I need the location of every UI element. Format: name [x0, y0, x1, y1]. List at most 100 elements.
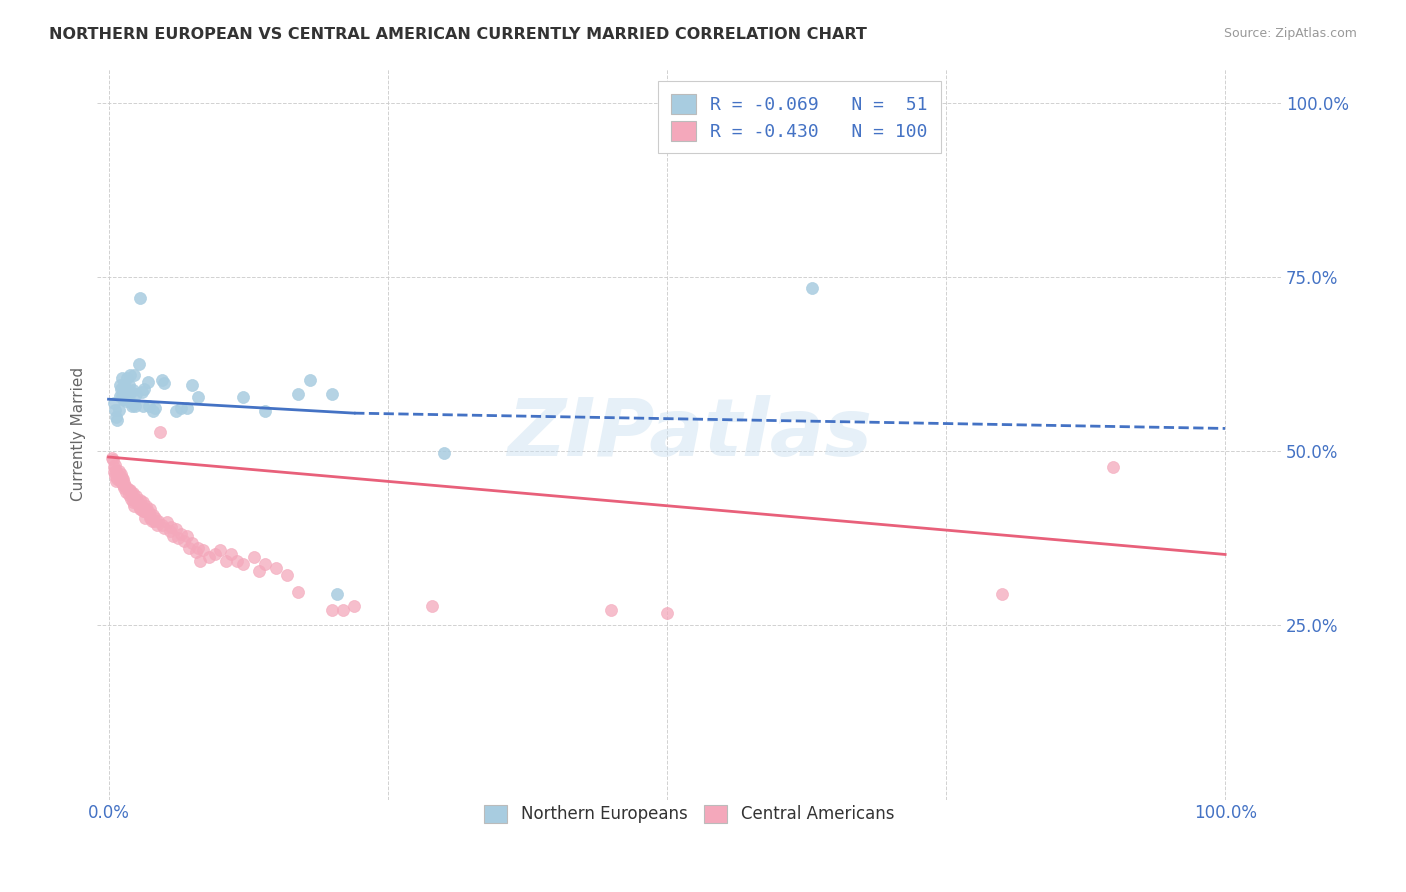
- Point: [132, 503, 155, 517]
- Point: [117, 483, 139, 497]
- Point: [165, 522, 187, 536]
- Point: [193, 543, 215, 558]
- Point: [247, 564, 270, 578]
- Point: [139, 501, 162, 516]
- Point: [132, 399, 155, 413]
- Point: [127, 494, 149, 508]
- Point: [103, 459, 125, 474]
- Point: [170, 526, 193, 541]
- Point: [159, 524, 181, 539]
- Point: [122, 486, 145, 500]
- Point: [128, 493, 150, 508]
- Point: [112, 385, 135, 400]
- Point: [149, 425, 172, 439]
- Point: [118, 368, 141, 382]
- Point: [122, 491, 145, 506]
- Point: [209, 543, 232, 558]
- Point: [121, 399, 143, 413]
- Point: [155, 516, 177, 530]
- Text: NORTHERN EUROPEAN VS CENTRAL AMERICAN CURRENTLY MARRIED CORRELATION CHART: NORTHERN EUROPEAN VS CENTRAL AMERICAN CU…: [49, 27, 868, 42]
- Legend: Northern Europeans, Central Americans: Northern Europeans, Central Americans: [472, 793, 905, 835]
- Point: [122, 499, 145, 513]
- Point: [177, 541, 200, 555]
- Point: [104, 402, 127, 417]
- Point: [118, 483, 141, 497]
- Point: [134, 510, 156, 524]
- Point: [120, 486, 142, 500]
- Point: [176, 529, 198, 543]
- Point: [122, 397, 145, 411]
- Point: [145, 517, 167, 532]
- Point: [114, 392, 136, 407]
- Point: [107, 467, 129, 481]
- Point: [139, 510, 162, 524]
- Point: [226, 554, 249, 568]
- Point: [132, 494, 155, 508]
- Point: [332, 603, 354, 617]
- Text: ZIPatlas: ZIPatlas: [506, 395, 872, 473]
- Point: [111, 389, 134, 403]
- Point: [432, 446, 454, 460]
- Point: [128, 501, 150, 516]
- Point: [117, 487, 139, 501]
- Point: [110, 472, 132, 486]
- Point: [115, 484, 138, 499]
- Point: [112, 392, 135, 407]
- Point: [264, 561, 287, 575]
- Point: [146, 514, 169, 528]
- Point: [108, 474, 131, 488]
- Point: [108, 468, 131, 483]
- Point: [142, 404, 165, 418]
- Point: [128, 358, 150, 372]
- Point: [128, 291, 150, 305]
- Point: [655, 606, 678, 620]
- Point: [107, 413, 129, 427]
- Point: [321, 603, 343, 617]
- Point: [107, 402, 129, 417]
- Point: [125, 489, 148, 503]
- Point: [134, 503, 156, 517]
- Point: [112, 378, 135, 392]
- Point: [105, 409, 128, 424]
- Point: [231, 390, 253, 404]
- Point: [991, 587, 1014, 601]
- Point: [188, 554, 211, 568]
- Point: [122, 383, 145, 397]
- Point: [139, 510, 162, 524]
- Point: [134, 501, 156, 516]
- Point: [124, 491, 146, 506]
- Point: [326, 587, 349, 601]
- Point: [187, 390, 209, 404]
- Point: [103, 395, 125, 409]
- Point: [120, 385, 142, 400]
- Point: [131, 499, 153, 513]
- Point: [111, 475, 134, 490]
- Point: [298, 373, 321, 387]
- Text: Source: ZipAtlas.com: Source: ZipAtlas.com: [1223, 27, 1357, 40]
- Point: [101, 452, 124, 467]
- Point: [112, 478, 135, 492]
- Point: [131, 385, 153, 400]
- Point: [105, 464, 128, 478]
- Point: [287, 585, 309, 599]
- Point: [181, 378, 204, 392]
- Point: [153, 521, 176, 535]
- Point: [187, 541, 209, 555]
- Point: [115, 394, 138, 409]
- Point: [128, 499, 150, 513]
- Point: [242, 550, 264, 565]
- Point: [198, 550, 221, 565]
- Point: [129, 501, 152, 516]
- Point: [801, 281, 824, 295]
- Point: [166, 532, 188, 546]
- Point: [153, 376, 176, 391]
- Point: [138, 507, 160, 521]
- Point: [204, 548, 226, 562]
- Point: [176, 401, 198, 416]
- Point: [112, 475, 135, 490]
- Point: [134, 382, 156, 396]
- Point: [142, 508, 165, 523]
- Point: [108, 389, 131, 403]
- Point: [114, 382, 136, 396]
- Point: [104, 458, 127, 473]
